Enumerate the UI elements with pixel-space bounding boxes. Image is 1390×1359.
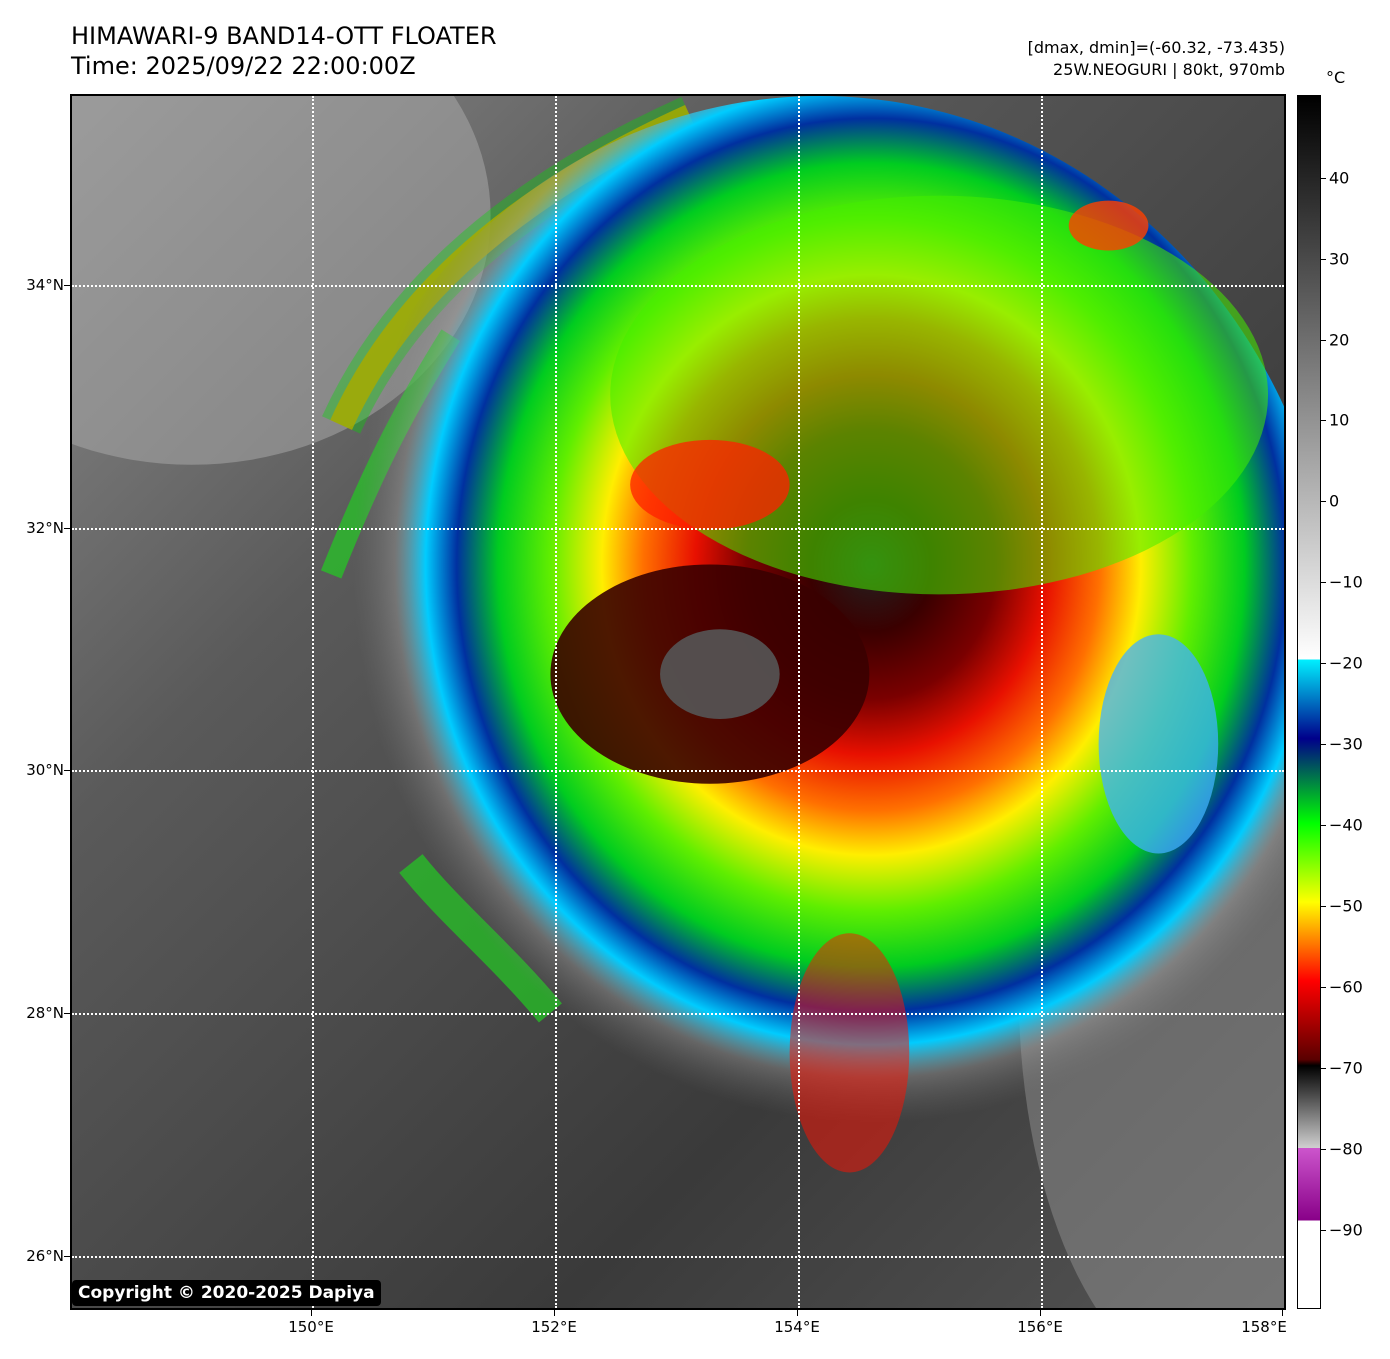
colorbar-label-minus40: −40 (1329, 815, 1363, 835)
colorbar-tick (1321, 825, 1326, 826)
colorbar-label-0: 0 (1329, 491, 1340, 511)
colorbar-label-30: 30 (1329, 249, 1350, 269)
colorbar-label-minus80: −80 (1329, 1139, 1363, 1159)
gridline-154e (798, 96, 800, 1308)
colorbar-label-minus60: −60 (1329, 977, 1363, 997)
gridline-32n (72, 528, 1284, 530)
colorbar-tick (1321, 582, 1326, 583)
tick-34n (64, 285, 70, 286)
lon-label-150e: 150°E (288, 1318, 334, 1336)
tick-28n (64, 1013, 70, 1014)
gridline-156e (1041, 96, 1043, 1308)
colorbar-label-minus50: −50 (1329, 896, 1363, 916)
lat-label-32n: 32°N (26, 519, 64, 537)
gridline-158e (1284, 96, 1286, 1308)
colorbar-label-minus70: −70 (1329, 1058, 1363, 1078)
tick-154e (797, 1310, 798, 1316)
colorbar-tick (1321, 744, 1326, 745)
tick-26n (64, 1256, 70, 1257)
lat-label-34n: 34°N (26, 276, 64, 294)
colorbar-label-minus30: −30 (1329, 734, 1363, 754)
colorbar-tick (1321, 178, 1326, 179)
colorbar-tick (1321, 1230, 1326, 1231)
product-title: HIMAWARI-9 BAND14-OTT FLOATER (71, 22, 497, 50)
lat-label-30n: 30°N (26, 761, 64, 779)
tick-150e (311, 1310, 312, 1316)
colorbar-tick (1321, 987, 1326, 988)
colorbar-tick (1321, 663, 1326, 664)
colorbar-tick (1321, 259, 1326, 260)
tick-152e (554, 1310, 555, 1316)
gridline-28n (72, 1013, 1284, 1015)
lon-label-154e: 154°E (774, 1318, 820, 1336)
colorbar-tick (1321, 340, 1326, 341)
colorbar-tick (1321, 501, 1326, 502)
tick-156e (1040, 1310, 1041, 1316)
colorbar-label-minus10: −10 (1329, 572, 1363, 592)
colorbar-tick (1321, 906, 1326, 907)
colorbar-label-10: 10 (1329, 410, 1350, 430)
lat-label-26n: 26°N (26, 1247, 64, 1265)
colorbar-label-minus20: −20 (1329, 653, 1363, 673)
copyright-badge: Copyright © 2020-2025 Dapiya (72, 1280, 381, 1306)
colorbar-tick (1321, 420, 1326, 421)
tick-30n (64, 770, 70, 771)
gridline-30n (72, 770, 1284, 772)
storm-info: 25W.NEOGURI | 80kt, 970mb (1053, 60, 1285, 79)
colorbar-label-40: 40 (1329, 168, 1350, 188)
colorbar-label-minus90: −90 (1329, 1220, 1363, 1240)
lat-label-28n: 28°N (26, 1004, 64, 1022)
colorbar-tick (1321, 1068, 1326, 1069)
gridline-34n (72, 285, 1284, 287)
colorbar (1297, 95, 1321, 1309)
colorbar-tick (1321, 1149, 1326, 1150)
colorbar-unit: °C (1326, 68, 1346, 87)
colorbar-label-20: 20 (1329, 330, 1350, 350)
lon-label-158e: 158°E (1241, 1318, 1287, 1336)
satellite-image (70, 94, 1286, 1310)
dmax-dmin-readout: [dmax, dmin]=(-60.32, -73.435) (1027, 38, 1285, 57)
lon-label-152e: 152°E (531, 1318, 577, 1336)
gridline-150e (312, 96, 314, 1308)
gridline-152e (555, 96, 557, 1308)
lon-label-156e: 156°E (1017, 1318, 1063, 1336)
infrared-imagery (72, 96, 1284, 1308)
timestamp: Time: 2025/09/22 22:00:00Z (71, 52, 416, 80)
gridline-26n (72, 1256, 1284, 1258)
tick-158e (1282, 1310, 1283, 1316)
tick-32n (64, 528, 70, 529)
